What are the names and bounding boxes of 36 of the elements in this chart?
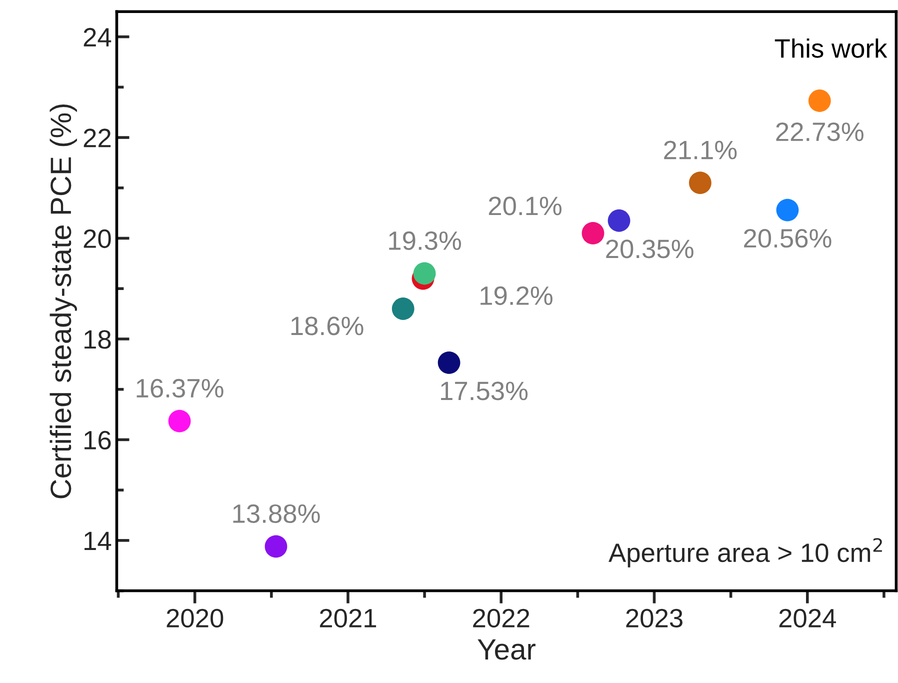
point: [168, 410, 191, 432]
point: [264, 535, 288, 558]
x-tick-label: 2023: [626, 608, 682, 628]
data-label: 20.56%: [744, 228, 832, 248]
data-label: 13.88%: [233, 504, 320, 524]
x-tick-label: 2022: [473, 608, 530, 628]
y-tick-label: 14: [84, 532, 112, 550]
data-label: 20.35%: [606, 240, 694, 258]
point: [392, 298, 414, 320]
data-label: 16.37%: [136, 378, 224, 398]
x-tick-label: 2020: [166, 608, 224, 628]
point: [438, 351, 460, 374]
y-tick-label: 22: [84, 128, 111, 148]
y-tick-label: 20: [84, 229, 111, 248]
data-label: 18.6%: [291, 316, 364, 336]
data-label: 22.73%: [776, 122, 864, 142]
y-tick-label: 24: [84, 28, 112, 46]
data-label: 19.2%: [480, 286, 552, 306]
x-tick-label: 2021: [320, 608, 376, 628]
y-tick-label: 18: [84, 330, 111, 349]
data-label: 17.53%: [441, 382, 528, 400]
x-axis-title: Year: [478, 639, 536, 660]
point: [413, 262, 436, 285]
x-tick-label: 2024: [779, 608, 836, 628]
data-label: 21.1%: [664, 140, 737, 160]
point: [582, 222, 604, 244]
point: [688, 172, 712, 194]
data-label: 20.1%: [488, 196, 562, 216]
y-axis-title: Certified steady-state PCE (%): [50, 104, 77, 498]
annotation: This work: [774, 38, 888, 58]
y-tick-label: 16: [84, 430, 111, 450]
annotation: Aperture area > 10 cm$^{2}$: [608, 538, 882, 568]
point: [776, 198, 799, 222]
data-label: 19.3%: [389, 231, 462, 250]
point: [808, 90, 831, 112]
point: [608, 209, 630, 232]
